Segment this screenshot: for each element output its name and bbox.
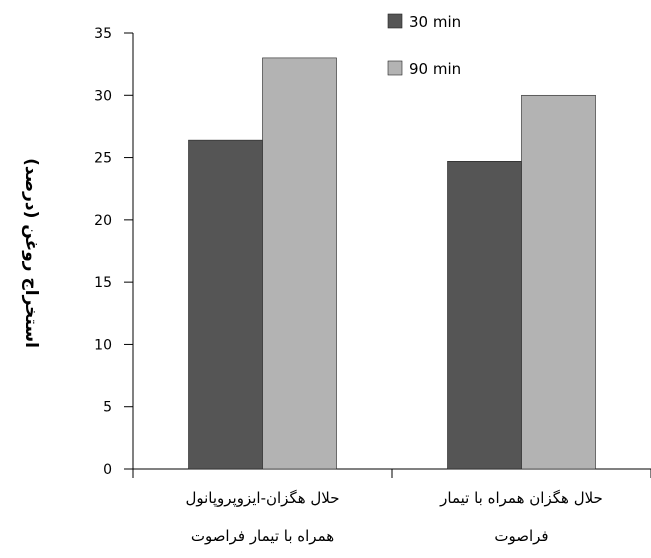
legend-swatch	[387, 13, 403, 29]
legend-label: 30 min	[409, 13, 461, 31]
y-axis: 0 5 10 15 20 25 30 35	[94, 26, 134, 478]
y-tick-label: 35	[94, 26, 112, 42]
y-tick-label: 0	[103, 462, 112, 478]
y-tick-label: 30	[94, 88, 112, 104]
category-labels: حلال هگزان-ایزوپروپانول همراه با تیمار فر…	[185, 489, 602, 545]
bar-90-min-cat-1	[262, 57, 337, 470]
legend-swatch	[387, 60, 403, 76]
bar-30-min-cat-1	[188, 139, 263, 470]
category-label: همراه با تیمار فراصوت	[191, 527, 334, 545]
y-tick-label: 10	[94, 337, 112, 353]
y-tick-label: 20	[94, 213, 112, 229]
category-label: حلال هگزان همراه با تیمار	[439, 489, 603, 507]
x-axis	[132, 468, 651, 478]
bar-30-min-cat-2	[447, 161, 522, 470]
y-tick-label: 5	[103, 400, 112, 416]
legend: 30 min 90 min	[387, 13, 461, 78]
y-tick-label: 25	[94, 151, 112, 167]
category-label: فراصوت	[494, 527, 548, 545]
legend-label: 90 min	[409, 60, 461, 78]
y-axis-label: استخراج روغن (درصد)	[21, 158, 41, 348]
category-label: حلال هگزان-ایزوپروپانول	[185, 489, 339, 508]
y-tick-label: 15	[94, 275, 112, 291]
bars	[188, 57, 596, 470]
bar-90-min-cat-2	[521, 94, 596, 470]
